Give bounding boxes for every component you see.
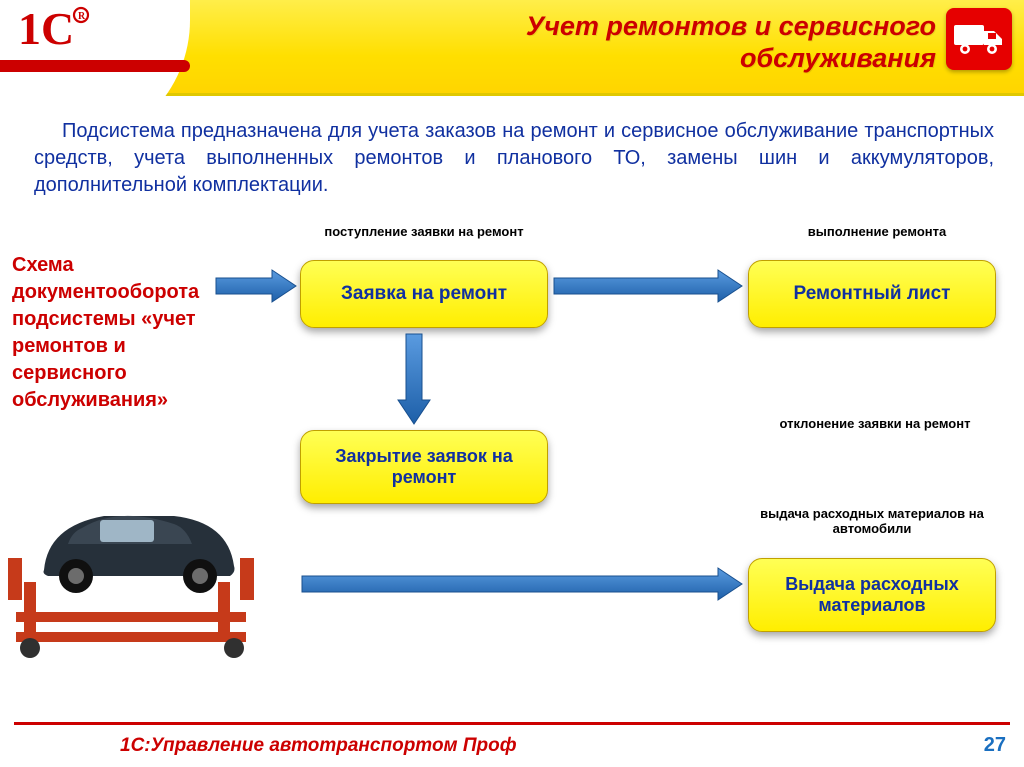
arrow-request-to-sheet: [552, 268, 746, 304]
node-request: Заявка на ремонт: [300, 260, 548, 328]
arrow-to-request: [214, 268, 300, 304]
page-title: Учет ремонтов и сервисного обслуживания: [396, 10, 936, 75]
truck-icon: [952, 19, 1006, 59]
logo-1c: 1С R: [18, 4, 100, 58]
svg-text:R: R: [78, 11, 86, 22]
header-red-stripe: [0, 60, 190, 72]
caption-execute: выполнение ремонта: [792, 224, 962, 239]
footer-divider: [14, 722, 1010, 725]
caption-reject: отклонение заявки на ремонт: [770, 416, 980, 431]
node-repair-sheet: Ремонтный лист: [748, 260, 996, 328]
title-line1: Учет ремонтов и сервисного: [526, 11, 936, 41]
page-number: 27: [984, 734, 1006, 757]
caption-materials: выдача расходных материалов на автомобил…: [748, 506, 996, 536]
schema-label: Схема документооборота подсистемы «учет …: [12, 252, 212, 414]
footer-text: 1С:Управление автотранспортом Проф: [120, 735, 517, 757]
intro-paragraph: Подсистема предназначена для учета заказ…: [34, 118, 994, 199]
arrow-request-to-close: [396, 332, 432, 428]
logo-1c-text: 1С: [18, 4, 74, 54]
caption-intake: поступление заявки на ремонт: [300, 224, 548, 239]
node-materials: Выдача расходных материалов: [748, 558, 996, 632]
title-line2: обслуживания: [740, 43, 936, 73]
truck-badge: [946, 8, 1012, 70]
node-close-request: Закрытие заявок на ремонт: [300, 430, 548, 504]
arrow-close-to-materials: [300, 566, 746, 602]
car-on-jig-image: [4, 462, 264, 662]
